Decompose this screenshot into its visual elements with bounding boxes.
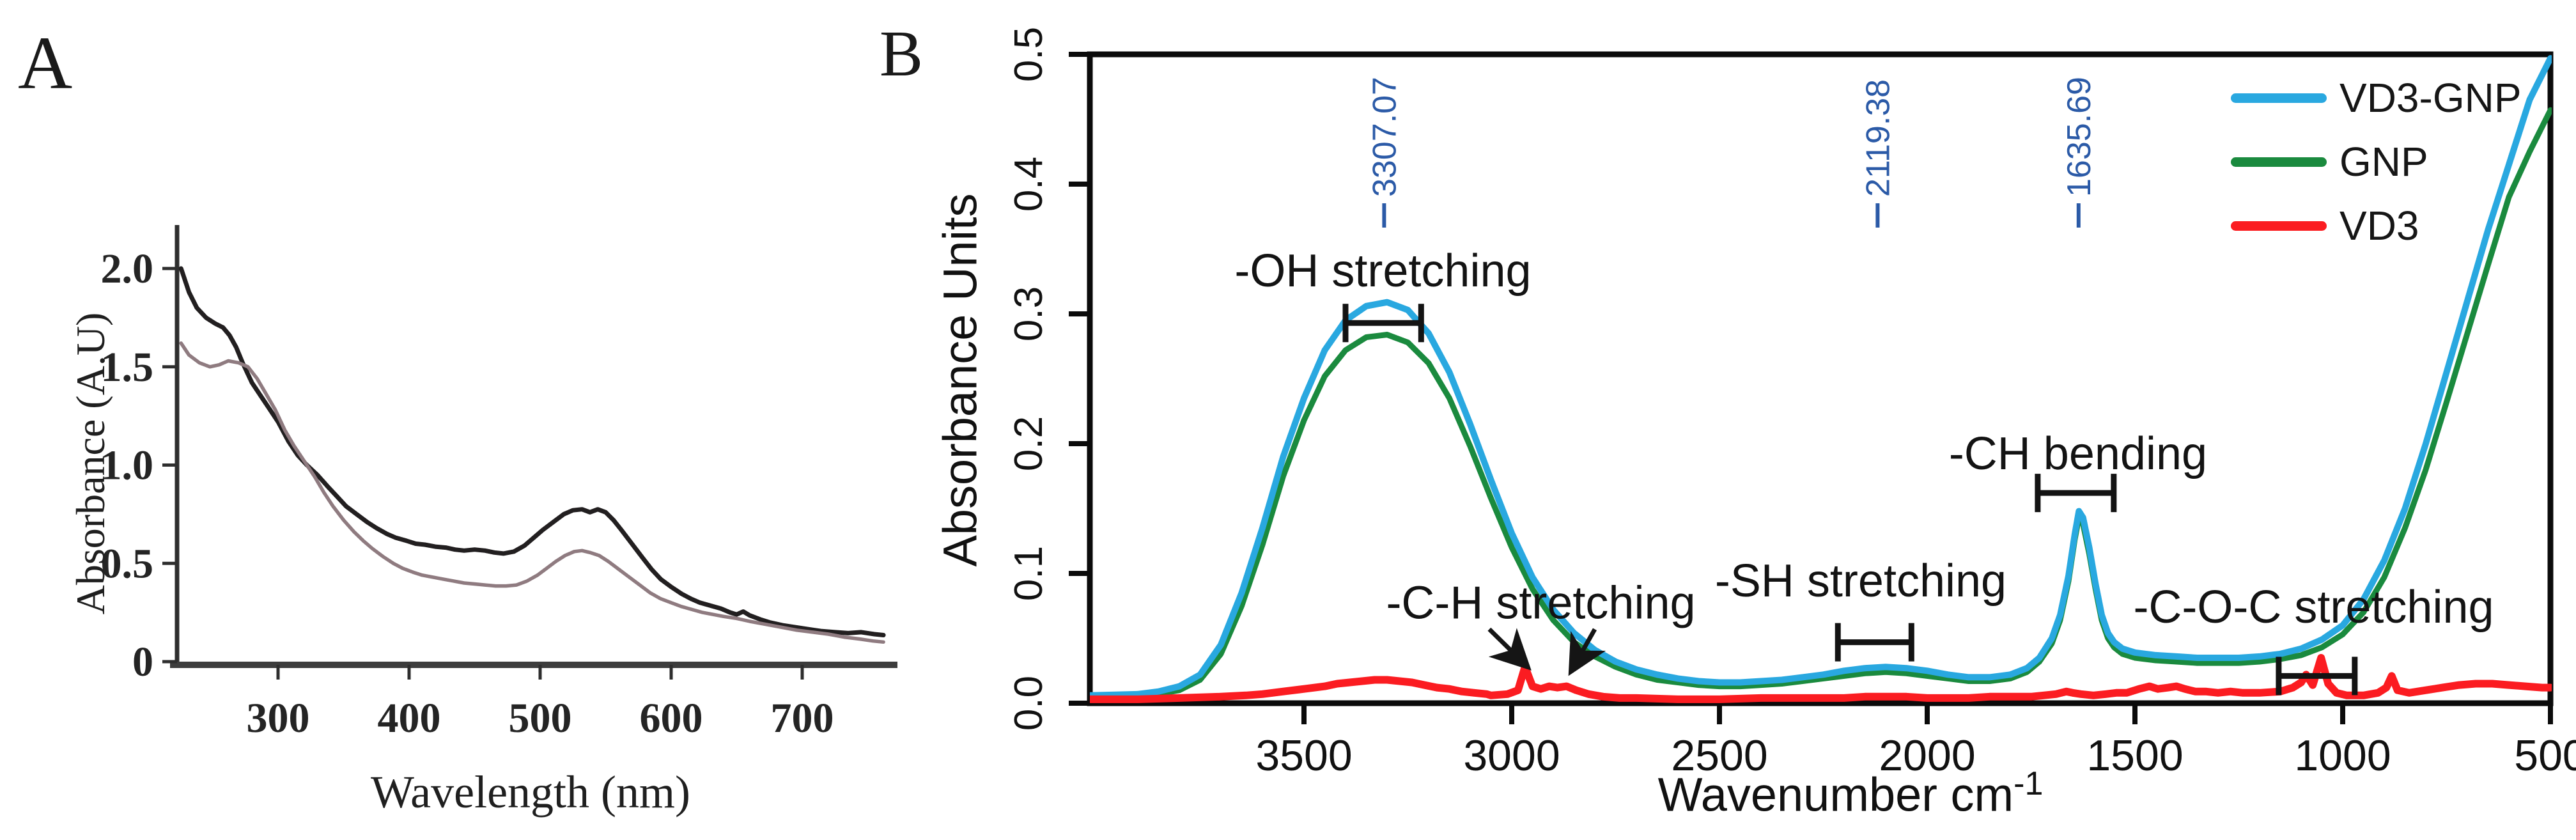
panel-b-x-tick-label: 3500 [1255,731,1352,780]
legend-item-gnp: GNP [2231,141,2428,183]
peak-marker-label: 2119.38 [1859,79,1897,197]
panel-b-x-tick-label: 2500 [1671,731,1767,780]
legend-swatch-gnp-icon [2231,157,2327,167]
panel-b-curve-vd3-gnp [1090,55,2552,699]
peak-marker-label: 1635.69 [2061,77,2098,197]
legend-label-gnp: GNP [2339,139,2428,185]
panel-b-x-axis-title-exponent: -1 [2013,765,2044,802]
panel-b-x-tick-label: 500 [2514,731,2576,780]
panel-a-label: A [18,21,73,105]
panel-b-x-tick-label: 3000 [1463,731,1560,780]
panel-a-x-tick-label: 500 [509,695,572,742]
panel-b-x-tick-label: 1000 [2294,731,2391,780]
annotation-text: -C-O-C stretching [2133,582,2494,633]
panel-b-label: B [880,18,924,90]
panel-a-y-tick-label: 2.0 [101,245,154,292]
panel-b-x-tick-label: 1500 [2086,731,2183,780]
legend-item-vd3: VD3 [2231,205,2419,247]
panel-a-x-tick-label: 700 [771,695,834,742]
annotation-arrow [1568,628,1606,676]
panel-a-y-tick-label: 1.5 [101,344,154,391]
panel-b-y-tick-label: 0.5 [1007,27,1051,82]
panel-a-y-axis-title: Absorbance (A.U) [68,312,113,615]
annotation-text: -CH bending [1949,428,2207,479]
legend-label-vd3: VD3 [2339,203,2419,249]
annotation-arrow [1487,627,1532,671]
panel-a-x-tick-label: 600 [640,695,703,742]
panel-b-y-tick-label: 0.2 [1007,416,1051,471]
legend-item-vd3-gnp: VD3-GNP [2231,77,2522,119]
panel-a-x-axis-title: Wavelength (nm) [370,766,691,818]
panel-a-curve-light-curve [179,341,885,644]
panel-b-x-axis-title: Wavenumber cm-1 [1563,765,2138,822]
panel-a-y-tick-label: 0.5 [101,540,154,587]
panel-b-y-axis-title: Absorbance Units [933,193,987,567]
panel-a-y-tick-label: 0 [132,639,153,685]
panel-b-curve-vd3 [1090,654,2552,703]
panel-b-y-tick-label: 0.4 [1007,157,1051,212]
annotation-text: -OH stretching [1234,245,1531,297]
panel-b-y-tick-label: 0.3 [1007,286,1051,341]
panel-a-x-tick-label: 300 [247,695,310,742]
legend-swatch-vd3-gnp-icon [2231,93,2327,103]
panel-b-x-axis-title-base: Wavenumber cm [1657,768,2014,821]
peak-marker-label: 3307.07 [1366,77,1403,197]
panel-a-y-tick-label: 1.0 [101,442,154,489]
legend-label-vd3-gnp: VD3-GNP [2339,75,2522,121]
legend-swatch-vd3-icon [2231,221,2327,231]
panel-b-x-tick-label: 2000 [1879,731,1975,780]
panel-b-y-tick-label: 0.1 [1007,546,1051,601]
annotation-text: -C-H stretching [1386,578,1695,629]
panel-b-y-tick-label: 0.0 [1007,676,1051,731]
panel-a-curve-dark-curve [178,266,886,637]
annotation-text: -SH stretching [1715,556,2006,607]
panel-b-plot-frame [1087,51,2554,706]
panel-a-x-tick-label: 400 [378,695,441,742]
